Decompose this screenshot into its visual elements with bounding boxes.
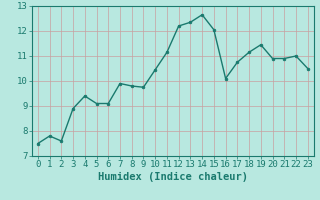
X-axis label: Humidex (Indice chaleur): Humidex (Indice chaleur) <box>98 172 248 182</box>
